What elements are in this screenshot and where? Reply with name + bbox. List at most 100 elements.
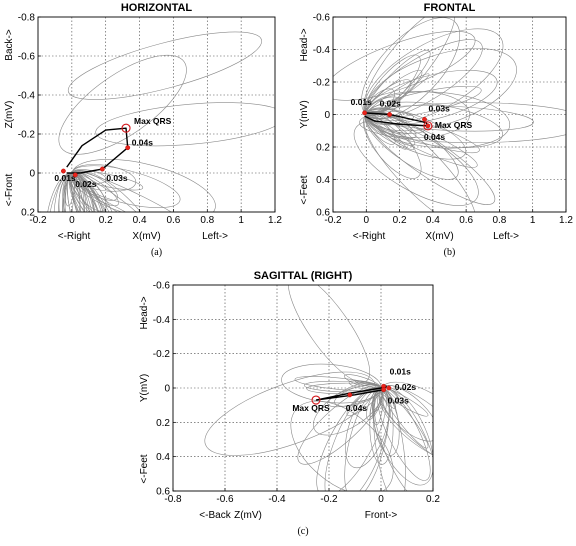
x-tick-label: 1.2	[268, 215, 282, 226]
y-axis-bottom-label: <-Feet	[139, 454, 150, 483]
time-marker	[99, 166, 105, 172]
y-tick-label: 0.2	[156, 418, 170, 429]
x-tick-label: 1	[238, 215, 244, 226]
max-qrs-label: Max QRS	[134, 116, 172, 126]
x-tick-label: -0.6	[216, 494, 234, 505]
time-marker	[386, 385, 392, 391]
y-tick-label: 0	[29, 169, 35, 180]
x-tick-label: 0.2	[393, 215, 407, 226]
background-loop	[353, 120, 479, 206]
background-loop	[379, 384, 433, 470]
mean-qrs-loop	[66, 127, 129, 174]
time-label: 0.02s	[380, 99, 402, 109]
y-tick-label: -0.6	[18, 52, 36, 63]
y-tick-label: 0.6	[156, 487, 170, 498]
x-tick-label: 0.2	[426, 494, 440, 505]
x-tick-label: 0.6	[166, 215, 180, 226]
y-tick-label: -0.2	[18, 130, 36, 141]
background-loop	[204, 371, 376, 456]
x-tick-label: -0.2	[29, 215, 47, 226]
x-tick-label: 1.2	[559, 215, 573, 226]
x-tick-label: 0	[69, 215, 75, 226]
time-marker	[381, 387, 386, 393]
x-tick-label: 1	[530, 215, 536, 226]
y-tick-label: 0.2	[21, 208, 35, 219]
x-axis-right-label: Front->	[365, 510, 398, 521]
time-label: 0.01s	[390, 366, 412, 376]
y-tick-label: -0.8	[18, 13, 36, 24]
time-label: 0.03s	[106, 173, 128, 183]
x-axis-left-label: <-Back	[199, 510, 231, 521]
x-axis-right-label: Left->	[493, 231, 519, 242]
y-axis-label: Y(mV)	[139, 374, 150, 402]
x-axis-label: X(mV)	[425, 231, 453, 242]
background-loop	[333, 30, 476, 101]
x-tick-label: 0.8	[200, 215, 214, 226]
panel-caption: (c)	[297, 526, 308, 537]
background-loops	[204, 285, 433, 491]
y-tick-label: 0.4	[316, 175, 330, 186]
time-label: 0.03s	[429, 103, 451, 113]
time-marker	[125, 145, 131, 151]
x-tick-label: -0.8	[164, 494, 182, 505]
background-loop	[290, 400, 394, 491]
y-tick-label: -0.2	[313, 78, 331, 89]
time-marker	[72, 172, 78, 178]
sagittal-panel: 0.01s 0.02s 0.03s 0.04s Max QRS -0.8 -0.6 -0.4 -…	[139, 270, 440, 537]
time-label: 0.04s	[132, 138, 154, 148]
max-qrs-marker	[423, 121, 433, 131]
y-axis-label: Z(mV)	[4, 101, 15, 129]
x-tick-label: 0.6	[459, 215, 473, 226]
panel-title: HORIZONTAL	[121, 2, 193, 14]
y-tick-label: 0.6	[316, 208, 330, 219]
y-tick-label: 0	[164, 384, 170, 395]
x-tick-label: -0.2	[324, 215, 342, 226]
background-loop	[378, 381, 433, 466]
time-marker	[347, 392, 353, 398]
time-label: 0.01s	[351, 97, 373, 107]
x-axis-right-label: Left->	[202, 231, 228, 242]
x-tick-label: 0.4	[133, 215, 147, 226]
x-tick-label: 0.2	[99, 215, 113, 226]
background-loop	[287, 285, 371, 383]
x-tick-label: 0.4	[426, 215, 440, 226]
time-label: 0.02s	[75, 179, 97, 189]
y-tick-label: -0.2	[153, 349, 171, 360]
y-axis-top-label: Head->	[139, 296, 150, 329]
time-label: 0.03s	[388, 396, 410, 406]
time-marker	[387, 112, 392, 117]
x-axis-label: Z(mV)	[234, 510, 262, 521]
background-loop	[58, 54, 187, 155]
plot-frame	[37, 16, 276, 213]
y-axis-top-label: Head->	[299, 28, 310, 61]
time-label: 0.04s	[346, 403, 368, 413]
x-axis-left-label: <-Right	[353, 231, 386, 242]
time-label: 0.04s	[424, 132, 446, 142]
max-qrs-label: Max QRS	[292, 403, 330, 413]
background-loop	[365, 111, 496, 205]
max-qrs-marker	[311, 395, 321, 405]
time-marker	[422, 116, 427, 122]
y-axis-label: Y(mV)	[299, 100, 310, 128]
y-tick-label: -0.4	[313, 45, 331, 56]
y-tick-label: -0.6	[313, 13, 331, 24]
y-tick-label: 0.4	[156, 452, 170, 463]
y-tick-label: 0.2	[316, 143, 330, 154]
panel-title: SAGITTAL (RIGHT)	[254, 270, 353, 282]
y-tick-label: -0.4	[153, 315, 171, 326]
panel-caption: (b)	[444, 247, 456, 258]
x-axis-left-label: <-Right	[58, 231, 91, 242]
x-tick-label: 0	[364, 215, 370, 226]
y-tick-label: -0.6	[153, 281, 171, 292]
background-loop	[67, 31, 263, 100]
y-axis-top-label: Back->	[4, 29, 15, 61]
x-tick-label: -0.2	[320, 494, 338, 505]
y-tick-label: -0.4	[18, 91, 36, 102]
time-marker	[425, 123, 431, 129]
y-tick-label: 0	[324, 110, 330, 121]
time-marker	[60, 168, 66, 174]
x-tick-label: 0.8	[492, 215, 506, 226]
panel-title: FRONTAL	[424, 2, 476, 14]
time-marker	[362, 110, 368, 116]
